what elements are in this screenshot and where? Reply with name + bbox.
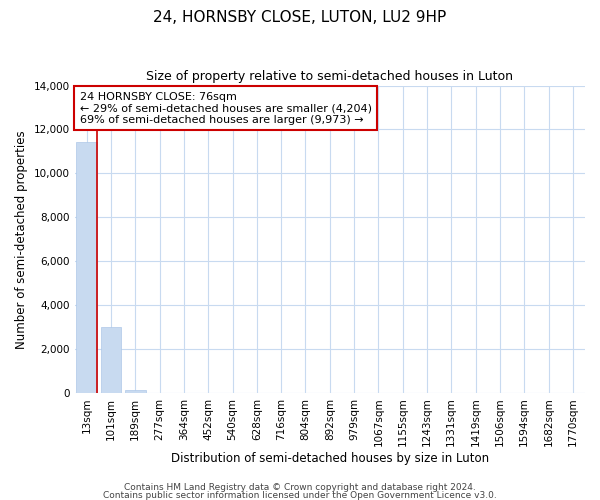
Y-axis label: Number of semi-detached properties: Number of semi-detached properties	[15, 130, 28, 348]
Title: Size of property relative to semi-detached houses in Luton: Size of property relative to semi-detach…	[146, 70, 513, 83]
Text: Contains public sector information licensed under the Open Government Licence v3: Contains public sector information licen…	[103, 490, 497, 500]
Bar	[125, 390, 146, 393]
X-axis label: Distribution of semi-detached houses by size in Luton: Distribution of semi-detached houses by …	[171, 452, 489, 465]
Text: 24 HORNSBY CLOSE: 76sqm
← 29% of semi-detached houses are smaller (4,204)
69% of: 24 HORNSBY CLOSE: 76sqm ← 29% of semi-de…	[80, 92, 371, 125]
Bar	[76, 142, 97, 393]
Text: Contains HM Land Registry data © Crown copyright and database right 2024.: Contains HM Land Registry data © Crown c…	[124, 484, 476, 492]
Bar	[101, 326, 121, 393]
Text: 24, HORNSBY CLOSE, LUTON, LU2 9HP: 24, HORNSBY CLOSE, LUTON, LU2 9HP	[154, 10, 446, 25]
